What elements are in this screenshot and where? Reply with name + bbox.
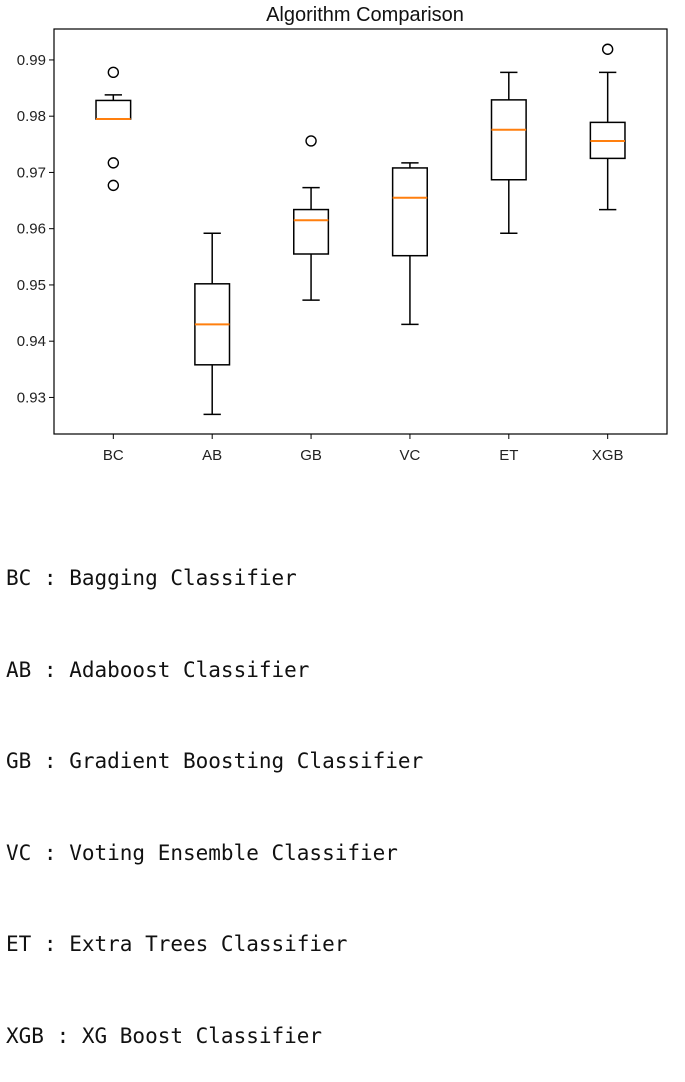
- box-plot-ab: [194, 232, 231, 416]
- y-tick-label: 0.95: [17, 277, 46, 294]
- box-iqr: [95, 99, 132, 120]
- x-tick-label: AB: [202, 447, 222, 464]
- y-tick-label: 0.97: [17, 164, 46, 181]
- box-plot-gb: [293, 135, 330, 301]
- x-tick-label: XGB: [592, 447, 624, 464]
- box-plot-et: [490, 71, 527, 234]
- legend-line-gb: GB : Gradient Boosting Classifier: [6, 749, 424, 773]
- outlier-point: [601, 43, 614, 55]
- chart-title: Algorithm Comparison: [266, 4, 464, 26]
- box-plots: [95, 43, 626, 416]
- box-iqr: [391, 167, 428, 257]
- plot-frame: [53, 28, 668, 435]
- y-tick-label: 0.93: [17, 389, 46, 406]
- y-tick-label: 0.99: [17, 52, 46, 69]
- y-tick-label: 0.96: [17, 221, 46, 238]
- x-axis: BC AB GB VC ET XGB: [103, 434, 624, 464]
- outlier-point: [305, 135, 317, 147]
- box-plot-xgb: [589, 43, 626, 211]
- algorithm-comparison-chart: Algorithm Comparison 0.930.940.950.960.9…: [17, 4, 668, 464]
- abbreviation-legend: BC : Bagging Classifier AB : Adaboost Cl…: [6, 502, 423, 1082]
- y-axis: 0.93 0.94 0.95 0.96 0.97 0.98 0.99: [17, 52, 54, 406]
- box-plot-vc: [391, 162, 428, 326]
- legend-line-vc: VC : Voting Ensemble Classifier: [6, 840, 398, 865]
- y-tick-label: 0.98: [17, 108, 46, 125]
- x-tick-label: ET: [499, 447, 518, 464]
- x-tick-label: VC: [400, 447, 421, 464]
- outlier-point: [107, 179, 120, 192]
- y-tick-label: 0.94: [17, 333, 46, 350]
- legend-line-bc: BC : Bagging Classifier: [6, 566, 297, 590]
- outlier-point: [107, 157, 120, 169]
- box-iqr: [490, 99, 527, 181]
- x-tick-label: GB: [300, 447, 322, 464]
- legend-line-xgb: XGB : XG Boost Classifier: [6, 1023, 323, 1048]
- box-plot-bc: [95, 66, 132, 192]
- legend-line-ab: AB : Adaboost Classifier: [6, 657, 310, 682]
- legend-line-et: ET : Extra Trees Classifier: [6, 932, 348, 956]
- x-tick-label: BC: [103, 447, 124, 464]
- outlier-point: [107, 66, 120, 79]
- box-iqr: [293, 208, 330, 255]
